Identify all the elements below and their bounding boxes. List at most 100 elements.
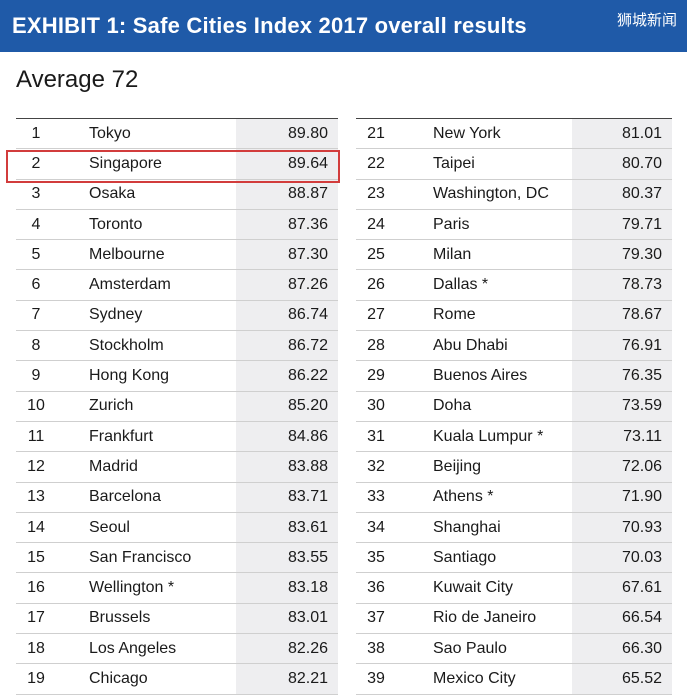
score-cell: 78.67 xyxy=(572,300,672,331)
table-row: 29 Buenos Aires 76.35 xyxy=(356,361,672,392)
rank-cell: 13 xyxy=(27,488,45,506)
ranking-table-left: 1 Tokyo 89.80 2 Singapore 89.64 3 Osaka 88.87 4 To… xyxy=(16,118,338,695)
city-cell: Toronto xyxy=(89,215,143,233)
score-cell: 87.36 xyxy=(236,209,338,240)
table-row: 27 Rome 78.67 xyxy=(356,300,672,332)
city-cell: Tokyo xyxy=(89,124,131,142)
table-row: 22 Taipei 80.70 xyxy=(356,149,672,180)
score-cell: 73.11 xyxy=(572,421,672,452)
table-row: 19 Chicago 82.21 xyxy=(16,664,338,695)
exhibit-header: EXHIBIT 1: Safe Cities Index 2017 overal… xyxy=(0,0,687,52)
score-cell: 66.54 xyxy=(572,603,672,634)
city-cell: Abu Dhabi xyxy=(433,336,508,354)
rank-cell: 28 xyxy=(367,336,385,354)
table-row: 38 Sao Paulo 66.30 xyxy=(356,634,672,665)
table-row: 37 Rio de Janeiro 66.54 xyxy=(356,603,672,635)
city-cell: New York xyxy=(433,124,501,142)
table-row: 39 Mexico City 65.52 xyxy=(356,664,672,695)
city-cell: Melbourne xyxy=(89,245,165,263)
rank-cell: 31 xyxy=(367,427,385,445)
city-cell: Wellington * xyxy=(89,579,175,597)
rank-cell: 38 xyxy=(367,639,385,657)
rank-cell: 15 xyxy=(27,548,45,566)
city-cell: Doha xyxy=(433,397,472,415)
rank-cell: 3 xyxy=(31,185,41,203)
rank-cell: 39 xyxy=(367,669,385,687)
score-cell: 87.30 xyxy=(236,240,338,270)
table-row: 30 Doha 73.59 xyxy=(356,391,672,422)
city-cell: Beijing xyxy=(433,457,482,475)
score-cell: 82.21 xyxy=(236,664,338,694)
rank-cell: 36 xyxy=(367,579,385,597)
table-row: 9 Hong Kong 86.22 xyxy=(16,361,338,392)
rank-cell: 16 xyxy=(27,579,45,597)
score-cell: 70.03 xyxy=(572,543,672,573)
table-row: 16 Wellington * 83.18 xyxy=(16,573,338,604)
city-cell: Milan xyxy=(433,245,472,263)
rank-cell: 21 xyxy=(367,124,385,142)
rank-cell: 25 xyxy=(367,245,385,263)
rank-cell: 10 xyxy=(27,397,45,415)
table-row: 3 Osaka 88.87 xyxy=(16,179,338,210)
table-row: 1 Tokyo 89.80 xyxy=(16,119,338,150)
rank-cell: 35 xyxy=(367,548,385,566)
city-cell: Frankfurt xyxy=(89,427,154,445)
score-cell: 72.06 xyxy=(572,452,672,482)
table-row: 7 Sydney 86.74 xyxy=(16,300,338,332)
rank-cell: 2 xyxy=(31,154,41,172)
rank-cell: 27 xyxy=(367,306,385,324)
city-cell: Hong Kong xyxy=(89,367,170,385)
score-cell: 79.30 xyxy=(572,240,672,270)
table-row: 24 Paris 79.71 xyxy=(356,209,672,241)
table-row: 10 Zurich 85.20 xyxy=(16,391,338,422)
table-row: 31 Kuala Lumpur * 73.11 xyxy=(356,421,672,453)
rank-cell: 30 xyxy=(367,397,385,415)
score-cell: 83.71 xyxy=(236,482,338,512)
table-row: 28 Abu Dhabi 76.91 xyxy=(356,331,672,362)
score-cell: 67.61 xyxy=(572,573,672,603)
rank-cell: 5 xyxy=(31,245,41,263)
score-cell: 83.01 xyxy=(236,603,338,634)
table-row: 25 Milan 79.30 xyxy=(356,240,672,271)
table-row: 21 New York 81.01 xyxy=(356,119,672,150)
city-cell: Barcelona xyxy=(89,488,162,506)
score-cell: 84.86 xyxy=(236,421,338,452)
score-cell: 78.73 xyxy=(572,270,672,300)
city-cell: Zurich xyxy=(89,397,134,415)
table-row: 18 Los Angeles 82.26 xyxy=(16,634,338,665)
rank-cell: 32 xyxy=(367,457,385,475)
table-row: 6 Amsterdam 87.26 xyxy=(16,270,338,301)
average-label: Average 72 xyxy=(16,66,139,93)
rank-cell: 9 xyxy=(31,367,41,385)
city-cell: Taipei xyxy=(433,154,475,172)
table-row: 11 Frankfurt 84.86 xyxy=(16,421,338,453)
rank-cell: 18 xyxy=(27,639,45,657)
rank-cell: 22 xyxy=(367,154,385,172)
table-row: 12 Madrid 83.88 xyxy=(16,452,338,483)
rank-cell: 11 xyxy=(27,427,45,445)
city-cell: Sao Paulo xyxy=(433,639,507,657)
score-cell: 87.26 xyxy=(236,270,338,300)
city-cell: Brussels xyxy=(89,609,151,627)
brand-watermark: 狮城新闻 xyxy=(616,11,677,29)
city-cell: Chicago xyxy=(89,669,148,687)
score-cell: 88.87 xyxy=(236,179,338,209)
table-row: 17 Brussels 83.01 xyxy=(16,603,338,635)
rank-cell: 37 xyxy=(367,609,385,627)
table-row: 8 Stockholm 86.72 xyxy=(16,331,338,362)
rank-cell: 23 xyxy=(367,185,385,203)
city-cell: Dallas * xyxy=(433,276,489,294)
score-cell: 76.35 xyxy=(572,361,672,391)
rank-cell: 24 xyxy=(367,215,385,233)
city-cell: Mexico City xyxy=(433,669,516,687)
table-row: 4 Toronto 87.36 xyxy=(16,209,338,241)
score-cell: 73.59 xyxy=(572,391,672,421)
score-cell: 83.18 xyxy=(236,573,338,603)
city-cell: Buenos Aires xyxy=(433,367,528,385)
score-cell: 83.88 xyxy=(236,452,338,482)
table-row: 5 Melbourne 87.30 xyxy=(16,240,338,271)
score-cell: 85.20 xyxy=(236,391,338,421)
rank-cell: 1 xyxy=(31,124,41,142)
rank-cell: 19 xyxy=(27,669,45,687)
rank-cell: 17 xyxy=(27,609,45,627)
